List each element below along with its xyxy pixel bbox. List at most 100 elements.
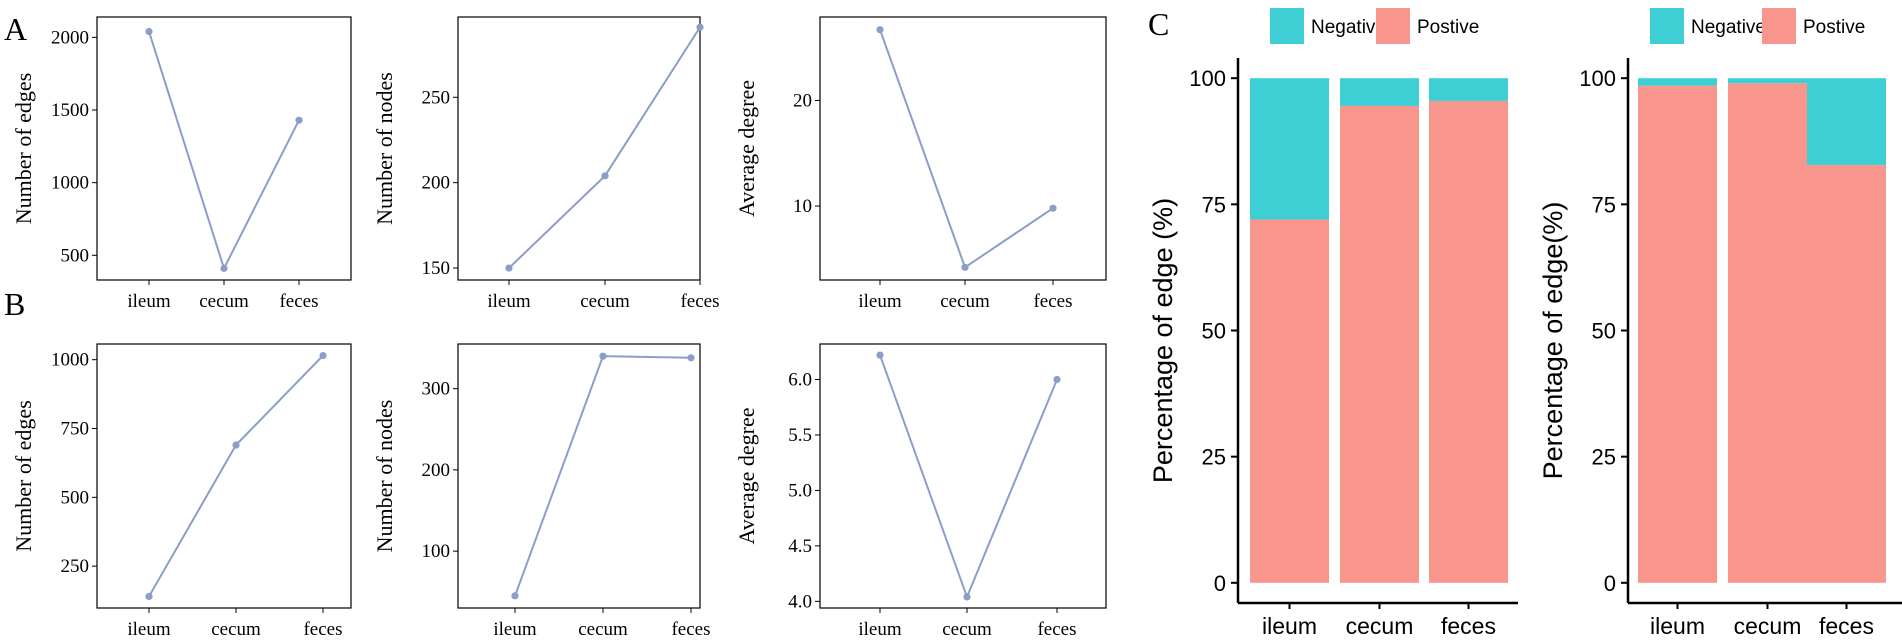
data-point-feces (1049, 204, 1057, 212)
y-axis-label: Number of nodes (372, 400, 397, 553)
data-point-feces (1053, 375, 1061, 384)
y-tick-label: 250 (61, 556, 90, 577)
bar-postive-feces (1429, 100, 1508, 583)
chart-a1: 500 1000 1500 2000 ileum cecum feces Number of … (11, 16, 352, 312)
x-tick-label: feces (303, 619, 342, 640)
series-line (148, 31, 300, 272)
x-tick-label: ileum (127, 291, 170, 312)
data-point-ileum (511, 592, 519, 600)
x-tick-label: feces (1819, 613, 1874, 639)
y-tick-label: 500 (61, 487, 90, 508)
x-tick-label: cecum (578, 619, 628, 640)
legend-label-postive: Postive (1803, 17, 1865, 38)
bar-postive-ileum (1250, 219, 1329, 583)
bar-postive-cecum (1340, 105, 1419, 583)
chart-c1: 0 25 50 75 100 ileum cecum feces Percentage of e… (1148, 8, 1518, 639)
plot-frame (819, 343, 1107, 609)
plot-frame (96, 343, 352, 609)
y-tick-label: 6.0 (788, 369, 812, 390)
data-point-ileum (145, 592, 153, 601)
y-tick-label: 100 (1189, 66, 1226, 91)
y-tick-label: 0 (1214, 571, 1226, 596)
bar-postive-ileum (1638, 85, 1717, 583)
y-tick-label: 5.0 (788, 480, 812, 501)
y-axis-label: Number of nodes (372, 72, 397, 225)
bar-postive-feces (1807, 164, 1886, 583)
y-axis-label: Number of edges (11, 400, 36, 552)
data-point-ileum (145, 27, 153, 36)
y-tick-label: 100 (422, 541, 451, 562)
bar-negative-ileum (1638, 78, 1717, 86)
chart-a2: 150 200 250 ileum cecum feces Number of nodes (372, 16, 720, 312)
x-tick-label: cecum (211, 619, 261, 640)
x-tick-label: cecum (942, 619, 992, 640)
x-tick-label: feces (1033, 291, 1072, 312)
x-tick-label: ileum (493, 619, 536, 640)
y-tick-label: 75 (1202, 192, 1226, 217)
x-tick-label: feces (680, 291, 719, 312)
legend-swatch-postive (1376, 8, 1410, 44)
plot-frame (96, 16, 352, 281)
y-tick-label: 4.5 (788, 536, 812, 557)
y-tick-label: 300 (422, 379, 451, 400)
x-tick-label: ileum (858, 619, 901, 640)
data-point-cecum (963, 593, 971, 601)
legend-swatch-negative (1650, 8, 1684, 44)
y-tick-label: 1500 (51, 100, 89, 121)
series-line (514, 355, 692, 597)
y-tick-label: 100 (1579, 66, 1616, 91)
x-tick-label: ileum (858, 291, 901, 312)
legend-label-negative: Negative (1311, 17, 1386, 38)
data-point-feces (687, 354, 695, 362)
y-tick-label: 1000 (51, 173, 89, 194)
series-line (879, 354, 1058, 600)
x-tick-label: cecum (940, 291, 990, 312)
x-tick-label: feces (671, 619, 710, 640)
y-tick-label: 200 (422, 460, 451, 481)
x-tick-label: ileum (1650, 613, 1705, 639)
series-line (148, 354, 324, 597)
plot-frame (457, 16, 701, 281)
chart-a3: 10 20 ileum cecum feces Average degree (734, 16, 1107, 312)
data-point-cecum (961, 263, 969, 271)
data-point-feces (319, 351, 327, 360)
data-point-ileum (505, 264, 513, 272)
chart-b2: 100 200 300 ileum cecum feces Number of nodes (372, 343, 711, 640)
bar-negative-cecum (1728, 78, 1807, 84)
panel-label-c: C (1148, 6, 1169, 42)
legend-label-postive: Postive (1417, 17, 1479, 38)
y-tick-label: 5.5 (788, 425, 812, 446)
panel-label-b: B (4, 286, 25, 322)
y-axis-label: Percentage of edge (%) (1148, 198, 1178, 483)
y-tick-label: 500 (61, 245, 90, 266)
bar-negative-ileum (1250, 78, 1329, 220)
y-axis-label: Average degree (734, 408, 759, 545)
y-tick-label: 50 (1202, 319, 1226, 344)
legend-swatch-postive (1762, 8, 1796, 44)
y-tick-label: 25 (1202, 445, 1226, 470)
y-tick-label: 25 (1592, 445, 1616, 470)
x-tick-label: cecum (1734, 613, 1802, 639)
y-tick-label: 20 (793, 90, 812, 111)
x-tick-label: cecum (199, 291, 249, 312)
bar-negative-cecum (1340, 78, 1419, 106)
x-tick-label: cecum (580, 291, 630, 312)
x-tick-label: feces (1441, 613, 1496, 639)
y-tick-label: 750 (61, 419, 90, 440)
x-tick-label: ileum (1262, 613, 1317, 639)
plot-frame (819, 16, 1107, 281)
y-tick-label: 150 (422, 258, 451, 279)
y-axis-label: Average degree (734, 80, 759, 217)
data-point-cecum (220, 264, 228, 272)
y-tick-label: 2000 (51, 27, 89, 48)
chart-c2: 0 25 50 75 100 ileum cecum feces Percentage of e… (1538, 8, 1902, 639)
y-tick-label: 75 (1592, 192, 1616, 217)
y-tick-label: 50 (1592, 319, 1616, 344)
y-axis-label: Number of edges (11, 73, 36, 225)
y-axis-label: Percentage of edge(%) (1538, 202, 1568, 480)
data-point-cecum (601, 172, 609, 180)
x-tick-label: feces (1037, 619, 1076, 640)
series-line (879, 29, 1054, 269)
